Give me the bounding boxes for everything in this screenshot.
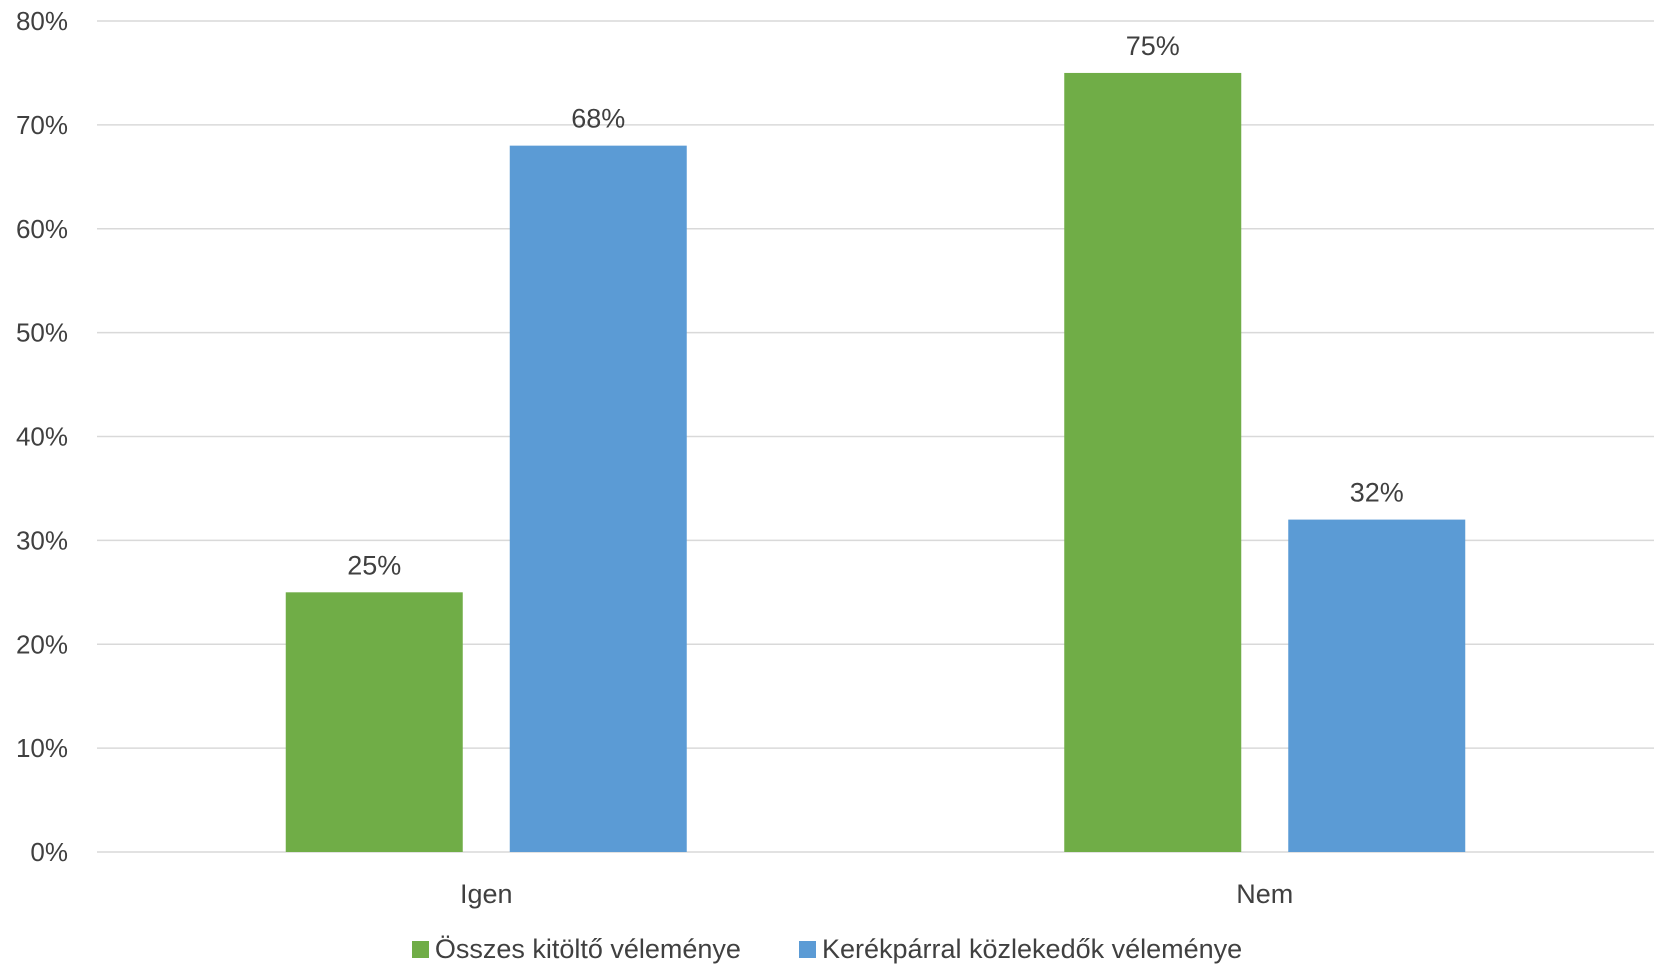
legend-swatch-series-2 — [798, 941, 816, 958]
legend-item-series-2: Kerékpárral közlekedők véleménye — [798, 934, 1243, 965]
bar — [285, 592, 463, 852]
y-tick-label: 10% — [16, 733, 68, 763]
data-label: 75% — [1126, 31, 1180, 61]
legend-swatch-series-1 — [411, 941, 429, 958]
data-label: 25% — [347, 550, 401, 580]
y-tick-label: 30% — [16, 525, 68, 555]
x-category-label: Nem — [1236, 879, 1293, 909]
x-category-label: Igen — [460, 879, 513, 909]
y-tick-label: 50% — [16, 318, 68, 348]
y-tick-label: 40% — [16, 422, 68, 452]
bar — [509, 145, 687, 852]
data-label: 68% — [571, 104, 625, 134]
bar — [1064, 72, 1242, 852]
legend: Összes kitöltő véleménye Kerékpárral köz… — [0, 934, 1654, 965]
legend-label-series-2: Kerékpárral közlekedők véleménye — [821, 934, 1243, 964]
y-tick-label: 60% — [16, 214, 68, 244]
legend-label-series-1: Összes kitöltő véleménye — [434, 934, 741, 964]
y-tick-label: 80% — [16, 6, 68, 36]
y-tick-label: 70% — [16, 110, 68, 140]
y-tick-label: 20% — [16, 629, 68, 659]
bar — [1288, 519, 1466, 852]
data-label: 32% — [1350, 478, 1404, 508]
legend-item-series-1: Összes kitöltő véleménye — [411, 934, 741, 965]
y-tick-label: 0% — [30, 837, 68, 867]
